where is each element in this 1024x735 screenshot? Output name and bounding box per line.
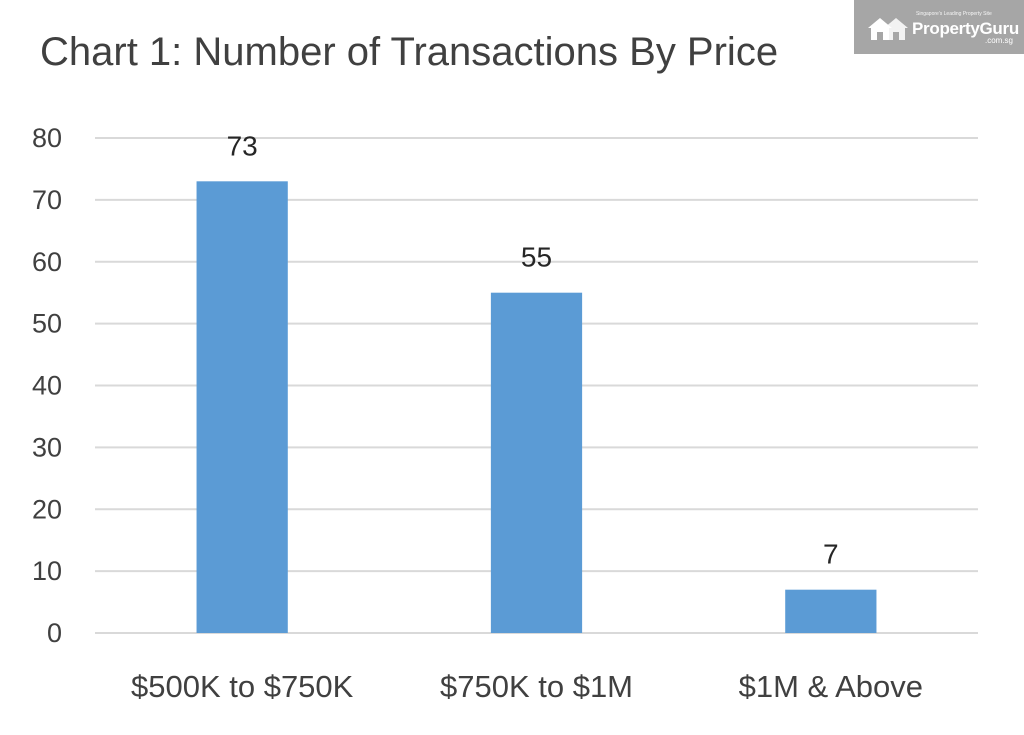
house-icon	[868, 18, 908, 40]
chart-title: Chart 1: Number of Transactions By Price	[40, 30, 779, 74]
bar	[196, 181, 288, 633]
watermark-domain: .com.sg	[985, 36, 1014, 45]
x-tick-label: $750K to $1M	[440, 669, 633, 704]
y-tick-label: 40	[32, 371, 62, 401]
y-tick-label: 30	[32, 432, 62, 462]
y-tick-label: 20	[32, 494, 62, 524]
x-axis-ticks: $500K to $750K $750K to $1M $1M & Above	[131, 669, 923, 704]
bars	[196, 181, 877, 633]
propertyguru-watermark: Singapore's Leading Property Site Proper…	[854, 0, 1024, 54]
data-label: 7	[823, 539, 839, 570]
y-tick-label: 10	[32, 556, 62, 586]
y-tick-label: 0	[47, 618, 62, 648]
y-tick-label: 60	[32, 247, 62, 277]
data-label: 55	[521, 242, 552, 273]
y-tick-label: 80	[32, 123, 62, 153]
x-tick-label: $500K to $750K	[131, 669, 354, 704]
data-labels: 73 55 7	[227, 130, 839, 569]
y-axis-ticks: 0 10 20 30 40 50 60 70 80	[32, 123, 62, 648]
watermark-tagline: Singapore's Leading Property Site	[916, 11, 992, 17]
watermark-brand: PropertyGuru	[912, 19, 1019, 38]
y-tick-label: 50	[32, 309, 62, 339]
bar	[785, 589, 877, 633]
data-label: 73	[227, 130, 258, 161]
bar	[490, 292, 583, 633]
x-tick-label: $1M & Above	[739, 669, 923, 704]
y-tick-label: 70	[32, 185, 62, 215]
